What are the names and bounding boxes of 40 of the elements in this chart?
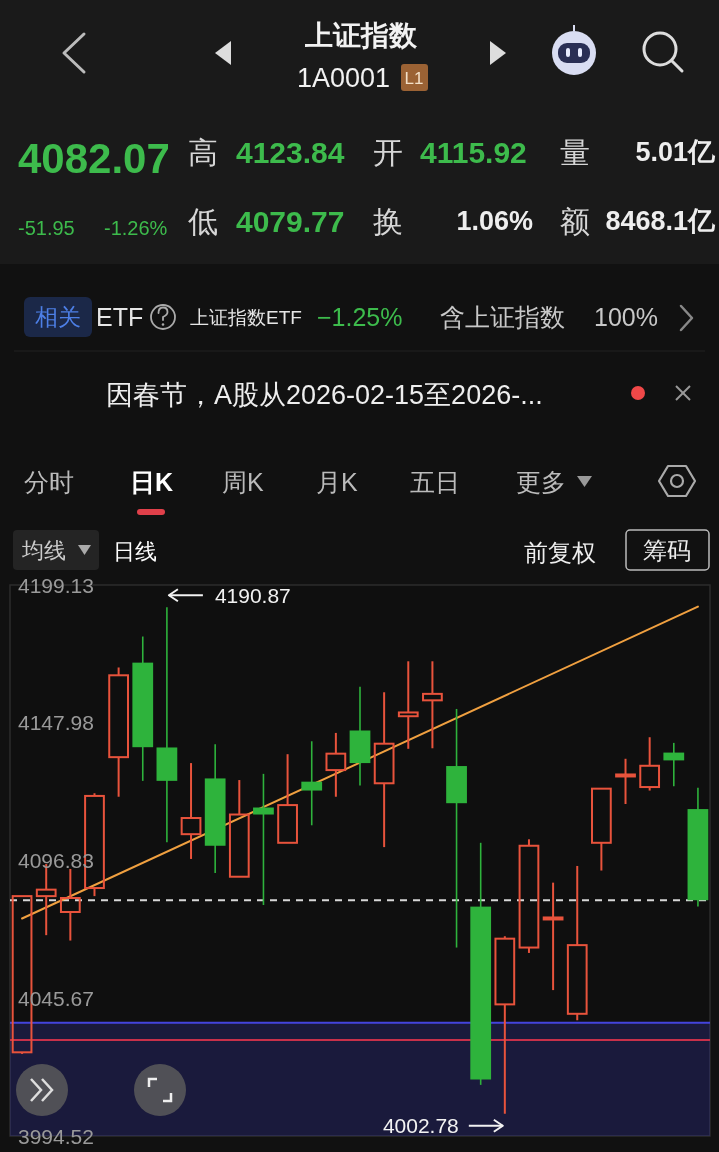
text: 上证指数ETF (190, 306, 302, 328)
text: 前复权 (524, 538, 596, 566)
text: 4079.77 (236, 204, 345, 238)
text: −1.25% (317, 303, 403, 331)
text: 100% (594, 303, 658, 331)
y-tick-label: 4147.98 (18, 711, 94, 735)
text: 因春节，A股从2026-02-15至2026-... (106, 380, 543, 410)
text: 换 (373, 204, 403, 238)
text: 高 (188, 135, 218, 169)
text: ETF (96, 303, 144, 331)
text: 分时 (24, 468, 74, 496)
text: 日K (130, 468, 174, 496)
text: 4123.84 (236, 135, 345, 169)
text: 含上证指数 (440, 303, 565, 331)
text: 4082.07 (18, 134, 170, 182)
text: 月K (316, 468, 358, 496)
text: 量 (560, 135, 590, 169)
text: 8468.1亿 (605, 206, 716, 236)
text: 开 (373, 135, 403, 169)
text: 5.01亿 (635, 137, 716, 167)
text: 更多 (516, 468, 566, 496)
chart-title: 上证指数 (304, 19, 418, 51)
annotation: 4190.87 (214, 583, 291, 607)
chart-subtitle: 1A0001 (296, 63, 390, 93)
text: 低 (188, 204, 218, 238)
text: 额 (560, 204, 590, 238)
badge: L1 (401, 64, 428, 91)
text: 1.06% (456, 206, 533, 236)
text: 周K (222, 468, 264, 496)
y-tick-label: 4199.13 (18, 573, 94, 597)
text: 五日 (410, 468, 460, 496)
text: 4115.92 (420, 135, 527, 169)
y-tick-label: 3994.52 (18, 1124, 94, 1148)
dropdown: 均线 (13, 530, 99, 570)
text: -1.26% (104, 217, 168, 239)
text: -51.95 (18, 217, 75, 239)
text: 日线 (113, 538, 157, 564)
annotation: 4002.78 (382, 1114, 459, 1138)
button: 筹码 (625, 529, 710, 571)
tag: 相关 (24, 297, 92, 337)
